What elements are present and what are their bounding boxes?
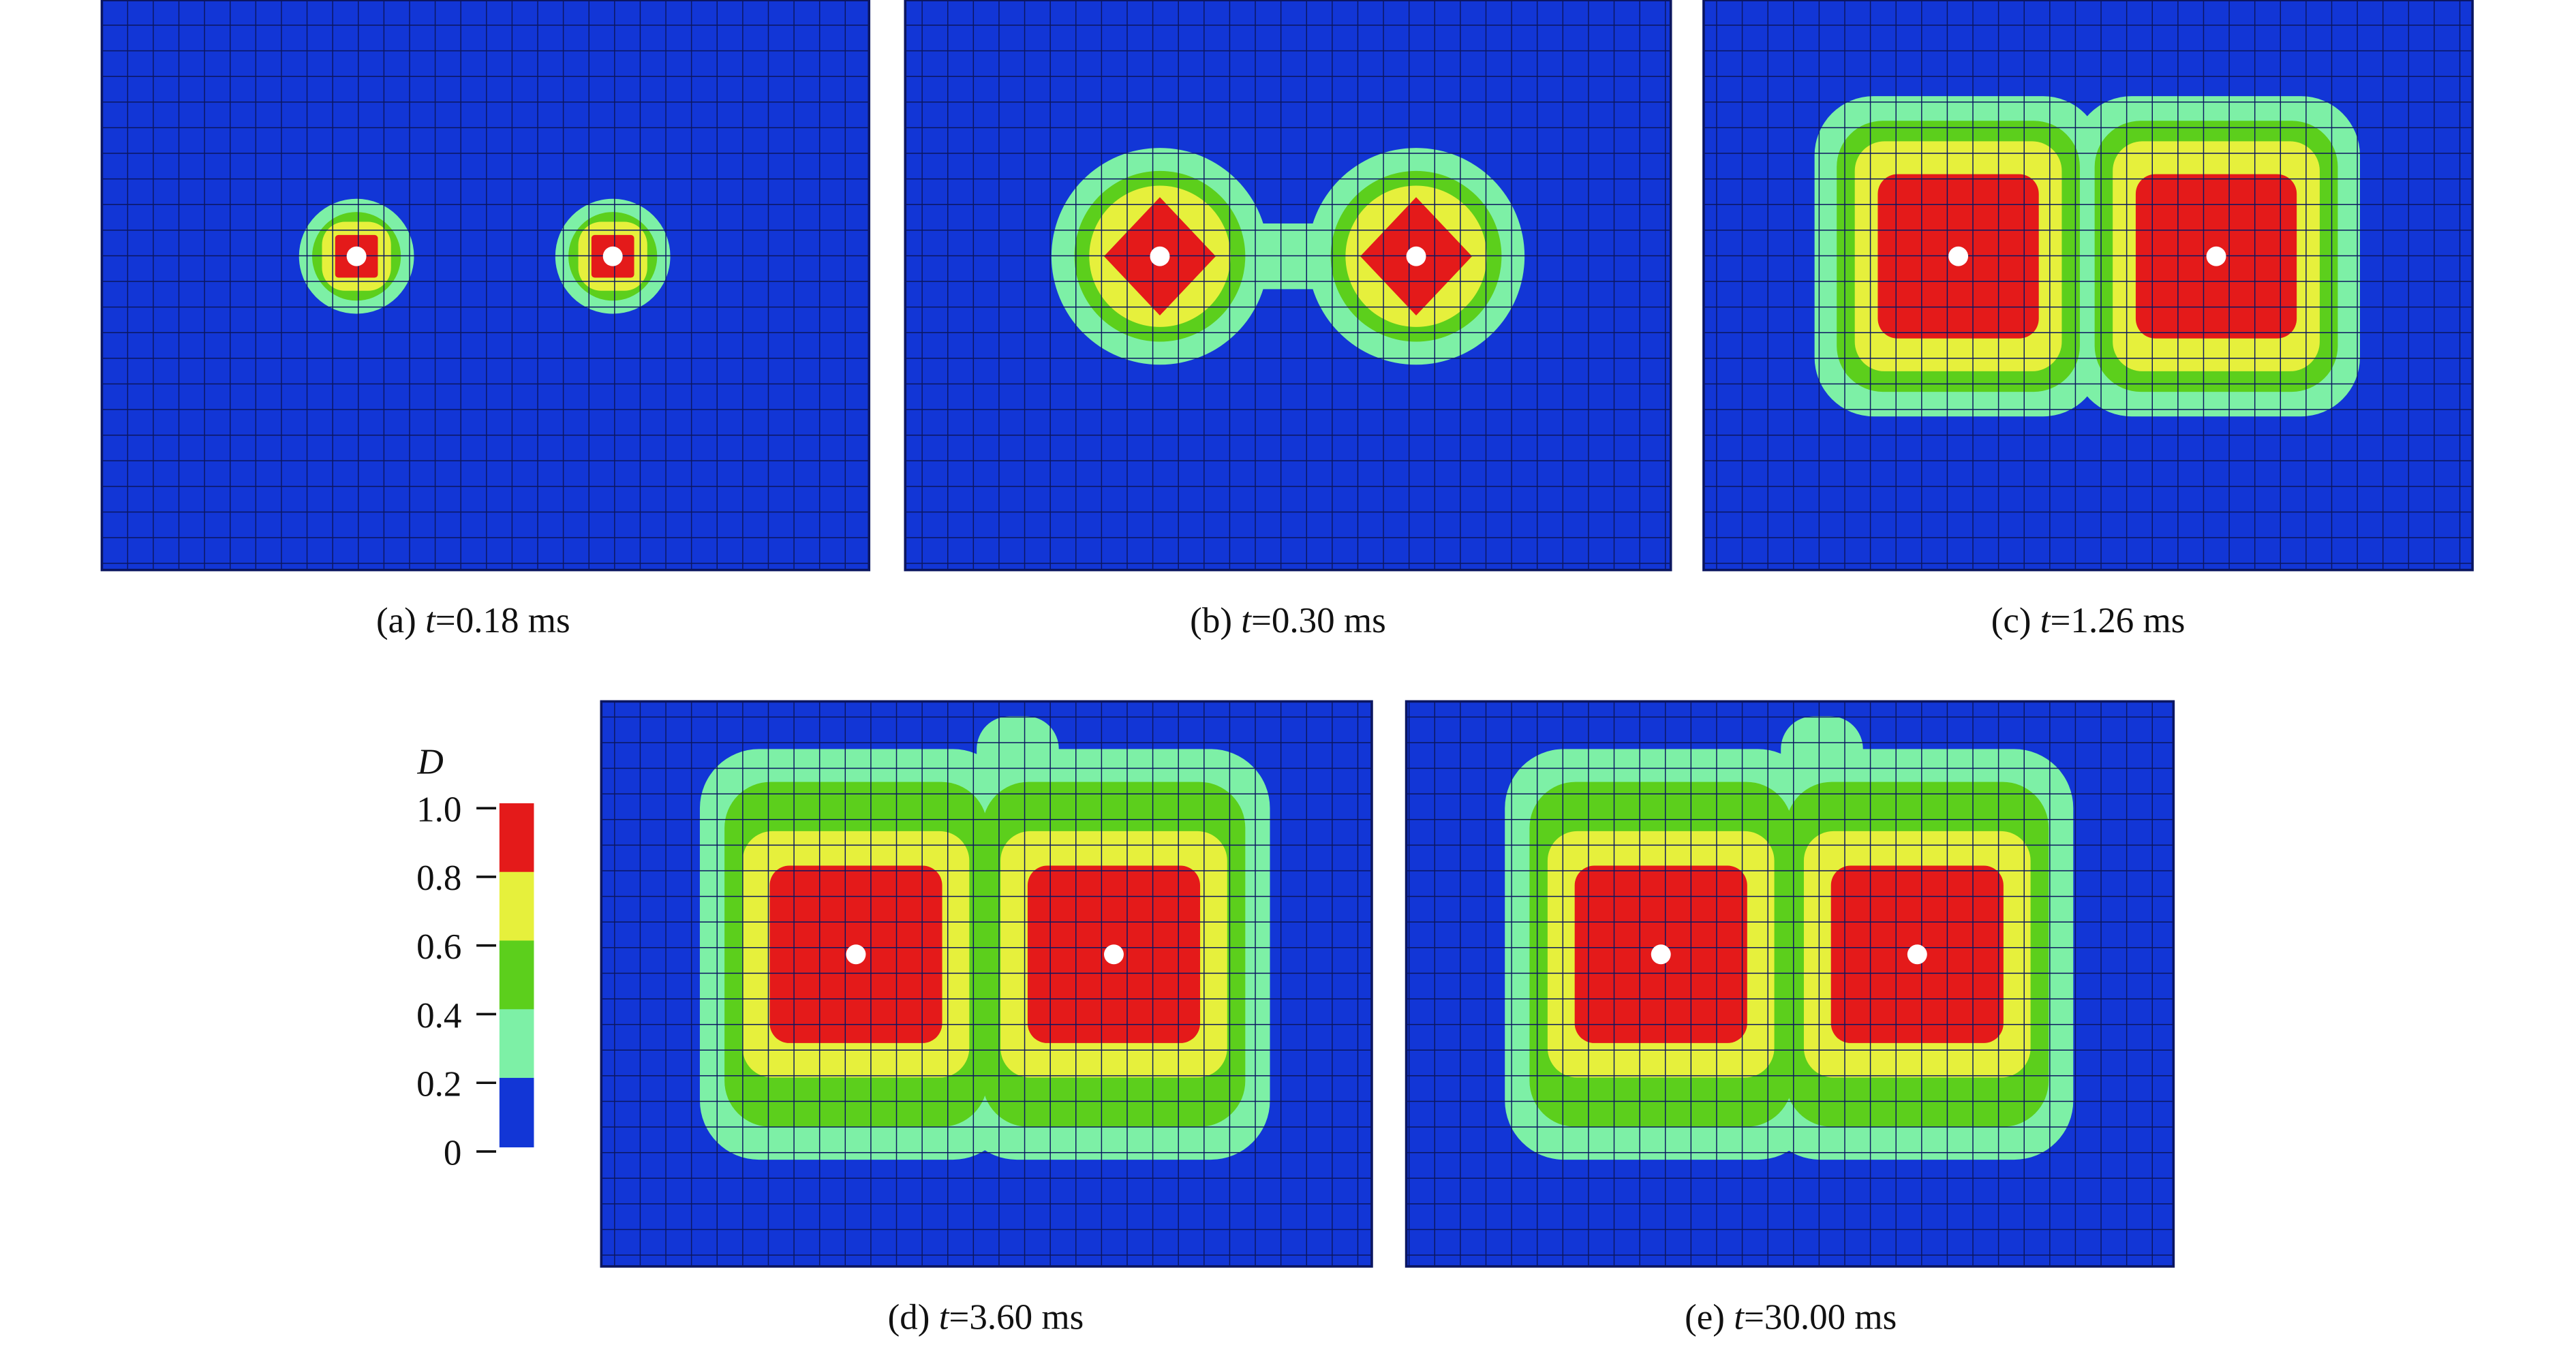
borehole [2206, 246, 2226, 266]
contour-panel [600, 700, 1373, 1268]
borehole [1651, 944, 1671, 965]
colorbar-tick-label: 0.2 [416, 1065, 461, 1104]
caption-time: =3.60 ms [949, 1297, 1084, 1337]
colorbar-tick-label: 0.4 [416, 996, 461, 1036]
colorbar-segment [499, 940, 534, 1010]
colorbar-segment [499, 803, 534, 873]
caption-symbol: t [1241, 601, 1252, 640]
caption-time: =0.18 ms [435, 601, 570, 640]
colorbar-tick-label: 0.6 [416, 927, 461, 967]
panel-caption: (c) t=1.26 ms [1991, 601, 2186, 640]
caption-symbol: t [425, 601, 436, 640]
mesh-grid [100, 0, 871, 572]
contour-panel [1405, 700, 2175, 1268]
borehole [1104, 944, 1124, 965]
caption-symbol: t [1734, 1297, 1745, 1337]
caption-time: =1.26 ms [2051, 601, 2186, 640]
borehole [1406, 246, 1426, 266]
caption-tag: (e) [1685, 1297, 1725, 1337]
caption-tag: (d) [888, 1297, 930, 1337]
borehole [846, 944, 866, 965]
colorbar-title: D [416, 743, 443, 782]
caption-symbol: t [2040, 601, 2051, 640]
caption-tag: (c) [1991, 601, 2031, 640]
colorbar-segment [499, 1078, 534, 1147]
caption-tag: (b) [1190, 601, 1232, 640]
mesh-grid [600, 700, 1373, 1268]
caption-symbol: t [939, 1297, 950, 1337]
contour-panel [100, 0, 871, 572]
borehole [602, 246, 623, 266]
mesh-grid [1405, 700, 2175, 1268]
panel-caption: (a) t=0.18 ms [376, 601, 570, 640]
borehole [1948, 246, 1969, 266]
panel-caption: (e) t=30.00 ms [1685, 1297, 1897, 1337]
borehole [1907, 944, 1927, 965]
contour-panel [904, 0, 1672, 572]
borehole [1150, 246, 1170, 266]
colorbar-tick-label: 0 [444, 1133, 462, 1173]
caption-time: =30.00 ms [1744, 1297, 1897, 1337]
colorbar-tick-label: 1.0 [416, 790, 461, 829]
contour-panel [1702, 0, 2474, 572]
caption-tag: (a) [376, 601, 416, 640]
panel-caption: (d) t=3.60 ms [888, 1297, 1084, 1337]
colorbar-segment [499, 871, 534, 942]
mesh-grid [1702, 0, 2474, 572]
mesh-grid [904, 0, 1672, 572]
caption-time: =0.30 ms [1251, 601, 1386, 640]
colorbar-tick-label: 0.8 [416, 858, 461, 898]
colorbar-segment [499, 1009, 534, 1079]
panel-caption: (b) t=0.30 ms [1190, 601, 1386, 640]
borehole [346, 246, 367, 266]
